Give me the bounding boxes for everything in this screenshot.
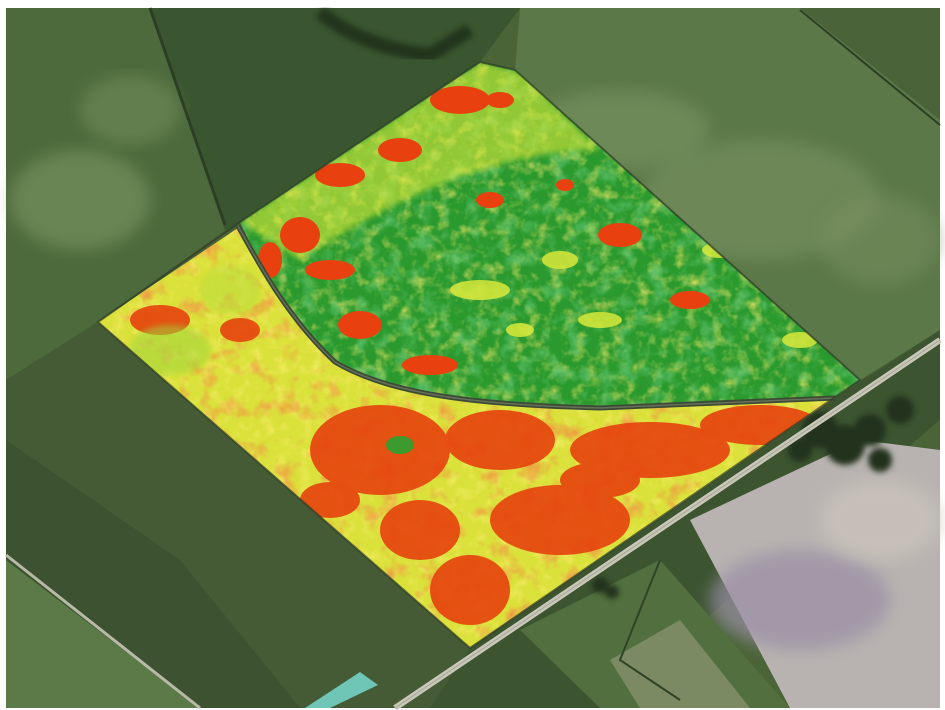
water-pond (305, 672, 378, 708)
green-spot (386, 436, 414, 454)
field-boundary (96, 60, 862, 650)
tree-cluster (592, 396, 914, 599)
